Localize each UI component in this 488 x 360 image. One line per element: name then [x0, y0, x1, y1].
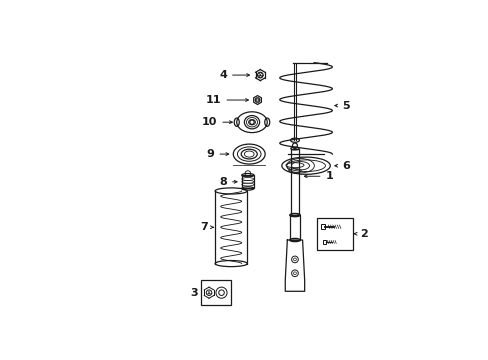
Text: 4: 4 [219, 70, 226, 80]
Text: 5: 5 [342, 100, 349, 111]
Text: 7: 7 [200, 222, 207, 232]
Bar [322, 240, 325, 244]
Bar [317, 218, 352, 250]
Text: 8: 8 [219, 177, 226, 187]
Text: 2: 2 [359, 229, 367, 239]
Text: 1: 1 [325, 171, 332, 181]
Text: 9: 9 [206, 149, 214, 159]
Text: 10: 10 [202, 117, 217, 127]
Text: 3: 3 [190, 288, 198, 298]
Bar [289, 215, 300, 240]
Text: 6: 6 [342, 161, 349, 171]
Bar [290, 149, 299, 215]
Text: 11: 11 [205, 95, 221, 105]
Bar [321, 224, 325, 229]
Bar [200, 280, 231, 305]
Bar [241, 175, 253, 188]
